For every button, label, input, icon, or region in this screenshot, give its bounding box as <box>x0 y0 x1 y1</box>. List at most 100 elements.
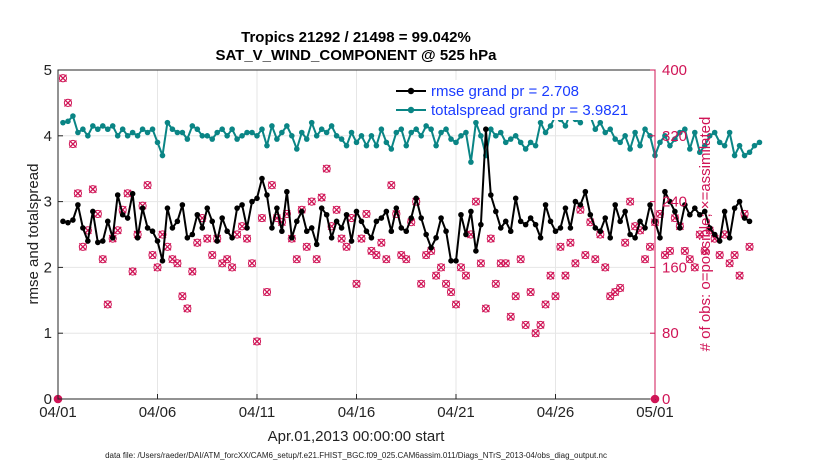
obs-possible-point <box>223 255 232 264</box>
obs-possible-point <box>451 300 461 309</box>
obs-x-stroke <box>93 209 102 218</box>
rmse-point <box>159 258 166 264</box>
legend-rmse-marker <box>407 87 415 95</box>
obs-possible-point <box>645 242 655 251</box>
totalspread-point <box>627 146 633 152</box>
totalspread-point <box>527 139 534 146</box>
obs-possible-point <box>685 255 694 264</box>
rmse-point <box>413 195 420 202</box>
totalspread-point <box>154 139 161 146</box>
obs-x-stroke <box>123 189 132 198</box>
totalspread-point <box>70 113 76 119</box>
obs-x-stroke <box>457 263 465 272</box>
rmse-point <box>109 234 116 241</box>
obs-assimilated-point <box>123 189 132 198</box>
rmse-point <box>483 126 489 133</box>
y2-tick-label: 320 <box>662 128 687 145</box>
obs-assimilated-point <box>452 300 460 309</box>
totalspread-point <box>189 123 196 129</box>
obs-assimilated-point <box>725 259 734 268</box>
rmse-point <box>338 225 345 231</box>
obs-possible-point <box>695 230 704 239</box>
obs-assimilated-point <box>715 251 724 260</box>
obs-x-stroke <box>312 255 321 264</box>
obs-x-stroke <box>546 271 555 280</box>
rmse-point <box>388 228 395 235</box>
totalspread-point <box>672 136 678 142</box>
obs-assimilated-point <box>442 279 451 288</box>
totalspread-point <box>209 136 216 142</box>
obs-x-stroke <box>248 259 256 268</box>
obs-possible-point <box>422 250 431 260</box>
obs-assimilated-point <box>317 193 326 202</box>
obs-possible-point <box>735 271 744 280</box>
legend: rmse grand pr = 2.708 totalspread grand … <box>392 80 652 120</box>
rmse-point <box>428 244 434 251</box>
totalspread-point <box>169 126 176 133</box>
obs-x-stroke <box>143 181 152 190</box>
rmse-point <box>657 234 663 241</box>
totalspread-point <box>214 129 220 136</box>
rmse-point <box>696 211 703 218</box>
rmse-point <box>348 238 355 244</box>
obs-assimilated-point <box>248 259 256 268</box>
totalspread-point <box>294 146 300 152</box>
obs-x-stroke <box>621 238 630 247</box>
rmse-point <box>373 218 380 225</box>
rmse-point <box>473 248 479 254</box>
obs-possible-point <box>252 337 262 346</box>
obs-possible-point <box>640 255 650 264</box>
obs-x-stroke <box>317 193 326 202</box>
rmse-point <box>532 221 539 228</box>
obs-x-stroke <box>541 300 550 309</box>
obs-possible-point <box>715 250 724 260</box>
totalspread-point <box>274 136 280 142</box>
obs-assimilated-point <box>621 238 630 247</box>
obs-x-stroke <box>745 242 754 251</box>
x-tick-label: 04/11 <box>239 404 275 421</box>
obs-assimilated-point <box>312 255 321 264</box>
totalspread-point <box>149 126 156 133</box>
rmse-point <box>736 198 743 205</box>
totalspread-point <box>547 123 554 129</box>
obs-possible-point <box>432 271 441 280</box>
obs-possible-point <box>367 246 376 256</box>
x-tick-label: 04/06 <box>139 404 177 421</box>
obs-assimilated-point <box>352 279 361 288</box>
rmse-point <box>149 228 156 235</box>
obs-possible-point <box>436 263 446 272</box>
totalspread-point <box>592 126 599 133</box>
totalspread-point <box>418 133 424 139</box>
rmse-point <box>284 188 290 195</box>
totalspread-point <box>413 126 420 133</box>
obs-possible-point <box>680 246 689 256</box>
totalspread-point <box>234 136 240 142</box>
rmse-point <box>294 218 300 225</box>
obs-x-stroke <box>536 321 545 329</box>
totalspread-point <box>577 119 584 126</box>
obs-x-stroke <box>571 259 580 268</box>
obs-possible-point <box>561 271 570 280</box>
totalspread-point <box>408 129 415 136</box>
rmse-point <box>129 190 136 197</box>
obs-x-stroke <box>113 226 122 235</box>
obs-x-stroke <box>720 230 729 239</box>
totalspread-point <box>298 129 305 136</box>
totalspread-point <box>289 133 295 139</box>
obs-assimilated-point <box>148 251 157 260</box>
obs-x-stroke <box>228 263 237 272</box>
obs-assimilated-point <box>541 300 550 309</box>
obs-x-stroke <box>506 312 515 321</box>
rmse-point <box>458 211 464 218</box>
obs-assimilated-point <box>506 312 515 321</box>
rmse-point <box>353 208 360 215</box>
obs-x-stroke <box>258 214 266 223</box>
obs-assimilated-point <box>511 292 520 301</box>
totalspread-point <box>284 123 290 129</box>
obs-x-stroke <box>442 279 451 288</box>
obs-x-stroke <box>566 238 575 247</box>
rmse-point <box>269 225 275 231</box>
totalspread-point <box>463 129 469 136</box>
obs-assimilated-point <box>98 255 107 264</box>
obs-assimilated-point <box>730 251 739 260</box>
